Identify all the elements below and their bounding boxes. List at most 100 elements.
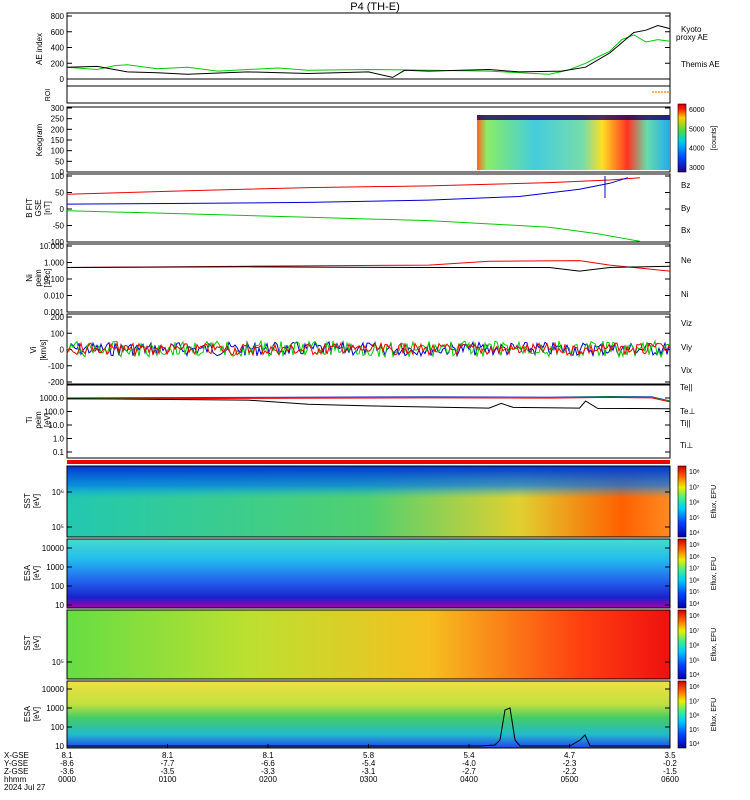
bfield-panel-frame: [66, 173, 671, 243]
time-axis-row-label: Z-GSE: [4, 767, 28, 776]
esa-ion-colorbar-bar: [677, 680, 687, 749]
bfield-ylabel-unit: [nT]: [43, 201, 52, 215]
density-ylabel-sub: peim: [34, 269, 43, 287]
temperature-ylabel-sub: peim: [34, 411, 43, 429]
esa-ion-ylabel: ESA: [23, 705, 32, 722]
esa-ion-contour: [67, 707, 670, 747]
keogram-ylabel: Keogram: [35, 123, 44, 156]
y-gse-value: -8.6: [60, 759, 74, 768]
esa-ion-colorbar-tick-label: 10⁸: [689, 684, 700, 691]
esa-electron-colorbar-tick-label: 10⁶: [689, 577, 700, 584]
esa-ion-spectrogram: [67, 681, 670, 748]
keogram-image: [477, 115, 670, 170]
velocity-ylabel-unit: [km/s]: [39, 339, 48, 360]
density-axis-tick-label: 1.000: [44, 259, 65, 268]
ne-legend-label: Ne: [681, 256, 692, 265]
esa-electron-ylabel-unit: [eV]: [32, 566, 41, 580]
keogram-axis-tick-label: 100: [51, 147, 65, 156]
esa-ion-axis-tick-label: 10000: [42, 685, 65, 694]
time-axis-row-label: X-GSE: [4, 751, 29, 760]
esa-ion-axis-tick-label: 1000: [46, 704, 64, 713]
b-by-line: [66, 210, 640, 242]
velocity-axis-tick-label: 200: [51, 313, 65, 322]
temperature-bottom-band: [67, 460, 670, 464]
esa-electron-colorbar-tick-label: 10⁹: [689, 542, 700, 549]
temperature-axis-tick-label: 0.1: [53, 448, 65, 457]
ae-axis-tick-label: 400: [51, 44, 65, 53]
esa-ion-colorbar-unit: Eflux, EFU: [711, 698, 718, 731]
y-gse-value: -6.6: [261, 759, 275, 768]
kyoto-legend-label: Kyoto: [681, 25, 702, 34]
hhmm-value: 0200: [259, 775, 277, 784]
te-par-line: [66, 398, 671, 410]
velocity-axis-tick-label: 100: [51, 329, 65, 338]
esa-ion-colorbar-tick-label: 10⁵: [689, 727, 700, 734]
esa-ion-axis-tick-label: 10: [55, 742, 64, 751]
x-gse-value: 8.1: [162, 751, 174, 760]
viz-line: [66, 341, 670, 357]
density-axis-tick-label: 0.100: [44, 275, 65, 284]
sst-electron-colorbar-unit: Eflux, EFU: [711, 485, 718, 518]
keogram-axis-tick-label: 50: [55, 157, 64, 166]
z-gse-value: -3.1: [362, 767, 376, 776]
density-axis-tick-label: 10.000: [40, 242, 65, 251]
keogram-axis-tick-label: 150: [51, 136, 65, 145]
bx-legend-label: Bx: [681, 226, 690, 235]
sst-electron-ylabel-unit: [eV]: [32, 494, 41, 508]
themis-ae-line: [66, 24, 671, 78]
temperature-axis-tick-label: 1.0: [53, 435, 65, 444]
keogram-axis-tick-label: 300: [51, 104, 65, 113]
sst-ion-frame: [66, 609, 671, 680]
ae-axis-tick-label: 200: [51, 59, 65, 68]
keogram-axis-tick-label: 250: [51, 115, 65, 124]
time-axis-row-label: hhmm: [4, 775, 27, 784]
sst-ion-colorbar-tick-label: 10⁵: [689, 657, 700, 664]
esa-electron-axis-tick-label: 10: [55, 601, 64, 610]
density-ni-line: [66, 265, 671, 272]
z-gse-value: -3.5: [161, 767, 175, 776]
hhmm-value: 0100: [159, 775, 177, 784]
keogram-axis-tick-label: 200: [51, 125, 65, 134]
bfield-axis-tick-label: 0: [60, 205, 65, 214]
sst-ion-ylabel-unit: [eV]: [32, 636, 41, 650]
esa-electron-frame: [66, 538, 671, 609]
bfield-axis-tick-label: -100: [48, 238, 65, 247]
esa-electron-colorbar-tick-label: 10⁵: [689, 589, 700, 596]
ae-axis-tick-label: 0: [60, 75, 65, 84]
sst-electron-colorbar-tick-label: 10⁴: [689, 530, 700, 537]
ae-ylabel: AE index: [35, 33, 44, 65]
sst-electron-axis-tick-label: 10⁵: [52, 523, 64, 532]
hhmm-value: 0400: [460, 775, 478, 784]
esa-electron-spectrogram: [67, 539, 670, 608]
roi-ylabel: ROI: [45, 89, 52, 102]
density-ylabel: Ni: [25, 274, 34, 282]
ae-axis-tick-label: 800: [51, 12, 65, 21]
sst-electron-top-band: [67, 466, 670, 537]
esa-electron-axis-tick-label: 10000: [42, 544, 65, 553]
sst-electron-colorbar-bar: [677, 465, 687, 538]
keogram-colorbar-tick-label: 4000: [689, 146, 705, 153]
temperature-legend-label: Te⊥: [680, 407, 695, 416]
x-gse-value: 5.4: [463, 751, 475, 760]
x-gse-value: 4.7: [564, 751, 576, 760]
te-perp-line: [66, 396, 671, 403]
y-gse-value: -7.7: [161, 759, 175, 768]
sst-ion-colorbar-tick-label: 10⁶: [689, 643, 700, 650]
y-gse-value: -4.0: [462, 759, 476, 768]
sst-ion-axis-tick-label: 10⁵: [52, 658, 64, 667]
bfield-ylabel-sub: GSE: [34, 200, 43, 217]
temperature-axis-tick-label: 1000.0: [40, 394, 65, 403]
hhmm-value: 0500: [561, 775, 579, 784]
density-ne-line: [66, 260, 671, 272]
by-legend-label: By: [681, 204, 690, 213]
b-bz-line: [66, 177, 640, 195]
sst-ion-ylabel: SST: [23, 635, 32, 651]
vix-line: [66, 340, 670, 358]
viy-line: [66, 339, 670, 359]
esa-electron-colorbar-tick-label: 10⁴: [689, 601, 700, 608]
y-gse-value: -5.4: [362, 759, 376, 768]
esa-ion-colorbar-tick-label: 10⁴: [689, 741, 700, 748]
sst-electron-colorbar-tick-label: 10⁸: [689, 469, 700, 476]
z-gse-value: -2.7: [462, 767, 476, 776]
